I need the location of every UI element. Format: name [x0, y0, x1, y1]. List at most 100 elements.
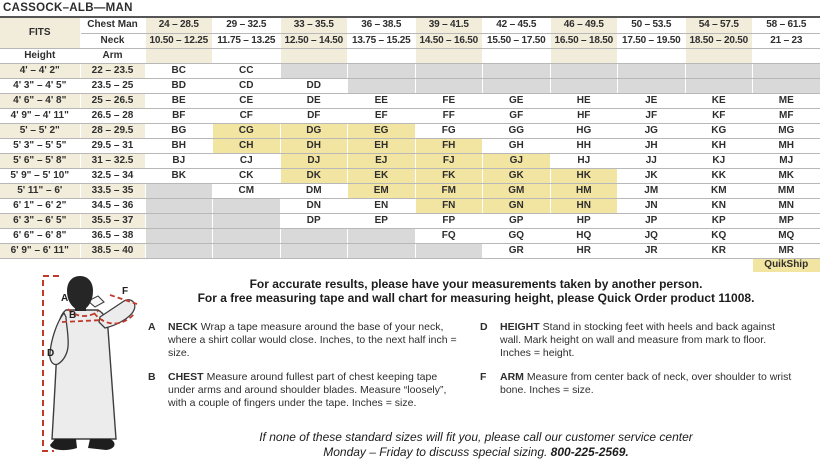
chest-range: 50 – 53.5 — [617, 18, 686, 34]
arm-col-label: Arm — [80, 48, 146, 64]
height-range: 6' 1" – 6' 2" — [0, 198, 81, 214]
size-cell — [415, 78, 483, 94]
footer-line-2: Monday – Friday to discuss special sizin… — [142, 445, 810, 460]
size-cell: BC — [145, 63, 213, 79]
neck-range: 17.50 – 19.50 — [617, 33, 686, 49]
arm-range: 28 – 29.5 — [80, 123, 146, 139]
size-row: 5' – 5' 2" 28 – 29.5 BG CG DG EG FG GG HG JG KG MG — [0, 123, 820, 139]
instruction-arm: F ARM Measure from center back of neck, ov… — [480, 371, 798, 397]
instruction-key: A — [148, 321, 156, 333]
axis-label-row: Height Arm — [0, 48, 820, 64]
size-cell — [145, 183, 213, 199]
size-cell — [617, 78, 686, 94]
size-cell: KN — [685, 198, 753, 214]
spacer-cell — [212, 48, 281, 64]
size-cell: BJ — [145, 153, 213, 169]
instruction-height: D HEIGHT Stand in stocking feet with heels… — [480, 321, 798, 360]
size-row: 4' 9" – 4' 11" 26.5 – 28 BF CF DF EF FF GF HF JF K… — [0, 108, 820, 124]
intro-text: For accurate results, please have your m… — [142, 272, 810, 305]
size-cell: CF — [212, 108, 281, 124]
chest-range: 24 – 28.5 — [145, 18, 213, 34]
size-cell: DG — [280, 123, 348, 139]
size-cell: MG — [752, 123, 820, 139]
size-cell: MN — [752, 198, 820, 214]
size-row: 6' 1" – 6' 2" 34.5 – 36 DN EN FN GN HN JN KN MN — [0, 198, 820, 214]
chest-range: 54 – 57.5 — [685, 18, 753, 34]
size-cell — [212, 243, 281, 259]
size-cell: DF — [280, 108, 348, 124]
size-cell — [145, 198, 213, 214]
size-cell: KK — [685, 168, 753, 184]
spacer-cell — [347, 48, 416, 64]
size-cell — [482, 78, 551, 94]
size-cell: MR — [752, 243, 820, 259]
size-row: 4' 6" – 4' 8" 25 – 26.5 BE CE DE EE FE GE HE JE KE… — [0, 93, 820, 109]
size-cell: KQ — [685, 228, 753, 244]
size-cell: JE — [617, 93, 686, 109]
page-title: CASSOCK–ALB—MAN — [0, 0, 820, 18]
size-cell: GJ — [482, 153, 551, 169]
size-cell: KP — [685, 213, 753, 229]
size-cell: JJ — [617, 153, 686, 169]
intro-line-2: For a free measuring tape and wall chart… — [197, 290, 755, 305]
size-cell: MH — [752, 138, 820, 154]
spacer-cell — [752, 48, 820, 64]
size-cell — [617, 63, 686, 79]
chest-measure-line — [61, 319, 104, 323]
size-cell: JM — [617, 183, 686, 199]
arm-range: 26.5 – 28 — [80, 108, 146, 124]
chest-row-label: Chest Man — [80, 18, 146, 34]
size-cell: KJ — [685, 153, 753, 169]
height-measure-line — [42, 275, 59, 452]
size-cell: DM — [280, 183, 348, 199]
size-cell: MQ — [752, 228, 820, 244]
height-range: 5' 6" – 5' 8" — [0, 153, 81, 169]
size-cell: DK — [280, 168, 348, 184]
instruction-text: Wrap a tape measure around the base of y… — [168, 321, 457, 359]
instruction-text: Measure from center back of neck, over s… — [500, 371, 792, 396]
size-cell: FG — [415, 123, 483, 139]
size-cell: HK — [550, 168, 618, 184]
height-range: 5' – 5' 2" — [0, 123, 81, 139]
size-cell: HJ — [550, 153, 618, 169]
height-range: 5' 11" – 6' — [0, 183, 81, 199]
instruction-term: CHEST — [168, 371, 204, 383]
size-cell — [347, 63, 416, 79]
size-cell: BD — [145, 78, 213, 94]
size-cell: FE — [415, 93, 483, 109]
size-cell: KF — [685, 108, 753, 124]
size-cell: DN — [280, 198, 348, 214]
size-cell — [482, 63, 551, 79]
size-cell — [685, 78, 753, 94]
size-cell: FK — [415, 168, 483, 184]
height-range: 6' 6" – 6' 8" — [0, 228, 81, 244]
instruction-term: ARM — [500, 371, 524, 383]
spacer-cell — [482, 48, 551, 64]
size-cell: BE — [145, 93, 213, 109]
height-range: 4' 6" – 4' 8" — [0, 93, 81, 109]
size-cell: DJ — [280, 153, 348, 169]
quikship-row: QuikShip — [0, 258, 820, 272]
arm-range: 25 – 26.5 — [80, 93, 146, 109]
size-cell: EN — [347, 198, 416, 214]
size-cell: FM — [415, 183, 483, 199]
size-cell: EH — [347, 138, 416, 154]
size-cell: FQ — [415, 228, 483, 244]
size-cell — [212, 213, 281, 229]
neck-range: 10.50 – 12.25 — [145, 33, 213, 49]
size-cell: JP — [617, 213, 686, 229]
size-row: 4' 3" – 4' 5" 23.5 – 25 BD CD DD — [0, 78, 820, 94]
size-cell: CG — [212, 123, 281, 139]
fits-label: FITS — [0, 18, 81, 49]
spacer-cell — [685, 48, 753, 64]
size-cell: JG — [617, 123, 686, 139]
size-cell: HE — [550, 93, 618, 109]
arm-range: 23.5 – 25 — [80, 78, 146, 94]
size-cell — [347, 228, 416, 244]
intro-line-1: For accurate results, please have your m… — [249, 277, 703, 291]
size-row: 4' – 4' 2" 22 – 23.5 BC CC — [0, 63, 820, 79]
height-range: 4' 9" – 4' 11" — [0, 108, 81, 124]
size-cell: GF — [482, 108, 551, 124]
neck-range: 11.75 – 13.25 — [212, 33, 281, 49]
size-cell: GM — [482, 183, 551, 199]
